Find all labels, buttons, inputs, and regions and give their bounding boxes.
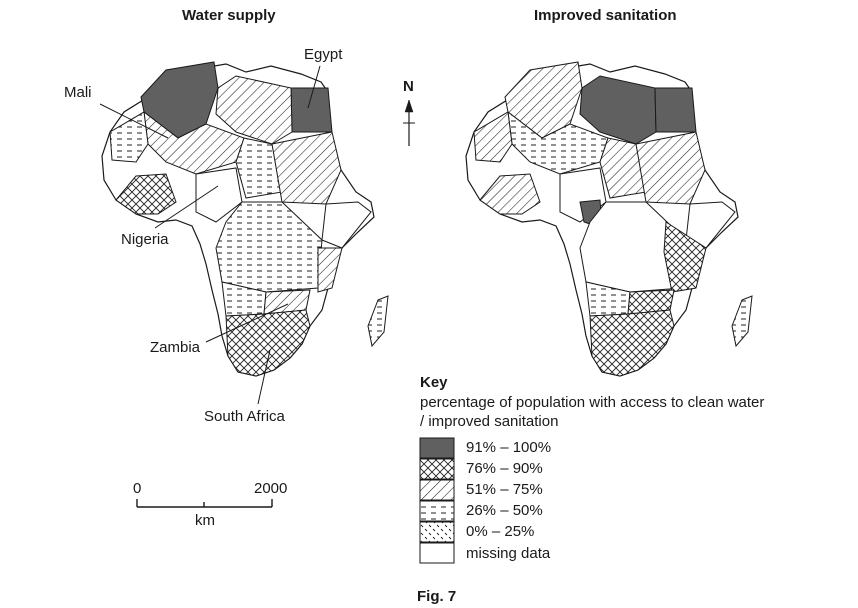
sanitation-title: Improved sanitation — [534, 7, 677, 24]
key-swatch-dots — [419, 521, 455, 543]
key-label-missing: missing data — [466, 545, 551, 562]
key-label-76-90: 76% – 90% — [466, 460, 543, 477]
key-label-51-75: 51% – 75% — [466, 481, 543, 498]
region-sudan — [271, 131, 342, 205]
key-swatches — [419, 437, 455, 564]
region-west-coast — [479, 173, 541, 215]
key-description-line2: / improved sanitation — [420, 413, 559, 430]
sanitation-map — [465, 61, 753, 377]
key-swatch-cross — [419, 458, 455, 480]
region-ethiopia — [685, 201, 736, 249]
key-swatch-dash — [419, 500, 455, 522]
region-west-coast — [115, 173, 177, 215]
region-libya — [579, 75, 657, 145]
region-sudan — [635, 131, 706, 205]
label-south-africa: South Africa — [204, 408, 285, 425]
water-supply-map — [101, 61, 389, 377]
region-nigeria — [195, 167, 243, 223]
region-madagascar — [731, 295, 753, 348]
label-mali: Mali — [64, 84, 92, 101]
key-label-91-100: 91% – 100% — [466, 439, 552, 456]
label-zambia: Zambia — [150, 339, 201, 356]
key-heading: Key — [420, 374, 448, 391]
region-mauritania — [473, 111, 513, 163]
region-madagascar — [367, 295, 389, 348]
region-libya — [215, 75, 293, 145]
north-arrow-icon — [403, 99, 415, 146]
key-swatch-blank — [419, 542, 455, 564]
north-label: N — [403, 78, 414, 95]
region-egypt — [654, 87, 697, 133]
figure-caption: Fig. 7 — [417, 588, 457, 605]
region-chad — [235, 137, 283, 199]
label-nigeria: Nigeria — [121, 231, 169, 248]
region-ethiopia — [321, 201, 372, 249]
region-mauritania — [109, 111, 149, 163]
key-swatch-diag — [419, 479, 455, 501]
region-east — [663, 221, 707, 293]
region-southern — [589, 309, 675, 377]
scale-bar — [136, 499, 273, 508]
leader-lines-left — [99, 65, 321, 405]
key-description-line1: percentage of population with access to … — [420, 394, 765, 411]
region-east — [317, 247, 343, 293]
key-label-0-25: 0% – 25% — [466, 523, 535, 540]
scale-end: 2000 — [254, 480, 288, 497]
scale-start: 0 — [133, 480, 142, 497]
region-southern — [225, 309, 311, 377]
label-egypt: Egypt — [304, 46, 343, 63]
key-label-26-50: 26% – 50% — [466, 502, 543, 519]
water-supply-title: Water supply — [182, 7, 276, 24]
region-chad — [599, 137, 647, 199]
scale-unit: km — [195, 512, 215, 529]
key-swatch-dark — [419, 437, 455, 459]
